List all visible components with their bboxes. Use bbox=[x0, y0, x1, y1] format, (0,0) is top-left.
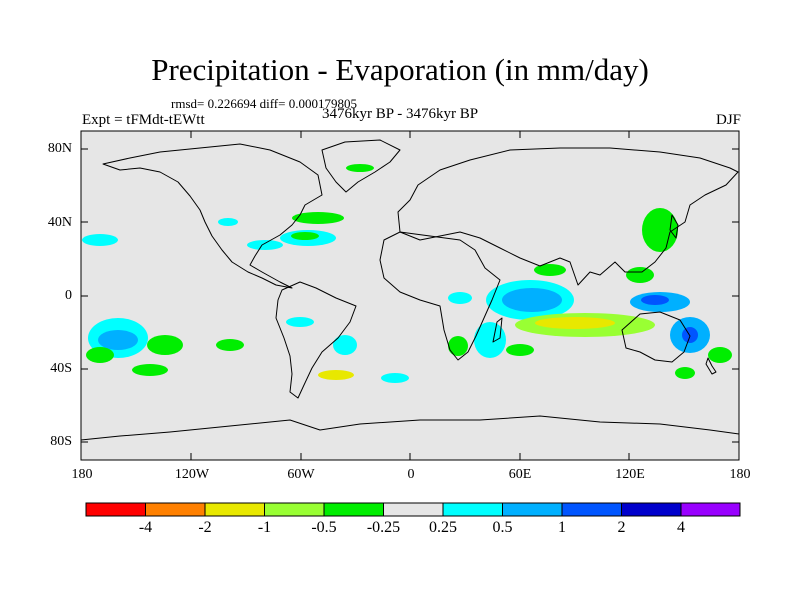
patch bbox=[448, 292, 472, 304]
patch bbox=[682, 327, 698, 343]
lon-label-60e: 60E bbox=[508, 467, 532, 482]
colorbar-box bbox=[264, 502, 325, 517]
experiment-label: Expt = tFMdt-tEWtt bbox=[82, 112, 205, 128]
lat-label-80n: 80N bbox=[47, 141, 72, 156]
patch bbox=[98, 330, 138, 350]
colorbar-box bbox=[621, 502, 682, 517]
colorbar-label: 4 bbox=[677, 519, 685, 536]
plot-title: Precipitation - Evaporation (in mm/day) bbox=[151, 52, 649, 87]
maritime-continent-patches bbox=[626, 208, 732, 379]
madagascar-coast bbox=[492, 317, 503, 343]
colorbar-box bbox=[680, 502, 741, 517]
lon-label-180e: 180 bbox=[729, 467, 751, 482]
precip-anomaly-field bbox=[82, 164, 732, 383]
patch bbox=[474, 322, 506, 358]
colorbar-box bbox=[383, 502, 444, 517]
colorbar-box bbox=[204, 502, 265, 517]
patch bbox=[626, 267, 654, 283]
lon-label-180w: 180 bbox=[71, 467, 93, 482]
colorbar-label: -4 bbox=[138, 519, 153, 536]
patch bbox=[502, 288, 562, 312]
colorbar-box bbox=[561, 502, 622, 517]
lon-label-120w: 120W bbox=[174, 467, 210, 482]
patch bbox=[333, 335, 357, 355]
lon-label-0: 0 bbox=[407, 467, 415, 482]
patch bbox=[448, 336, 468, 356]
lat-label-0: 0 bbox=[65, 288, 72, 303]
colorbar-label: -0.5 bbox=[311, 519, 337, 536]
patch bbox=[381, 373, 409, 383]
colorbar-label: 0.25 bbox=[429, 519, 457, 536]
colorbar-label: -0.25 bbox=[366, 519, 401, 536]
patch bbox=[534, 264, 566, 276]
period-label: 3476kyr BP - 3476kyr BP bbox=[322, 106, 479, 122]
colorbar-box bbox=[502, 502, 563, 517]
africa-coast bbox=[379, 231, 501, 361]
new-zealand-coast bbox=[705, 357, 717, 375]
colorbar-label: 1 bbox=[558, 519, 566, 536]
patch bbox=[286, 317, 314, 327]
south-america-coast bbox=[275, 281, 357, 399]
australia-coast bbox=[621, 311, 691, 363]
axis-ticks bbox=[81, 131, 739, 460]
patch bbox=[318, 370, 354, 380]
antarctica-coast bbox=[80, 415, 740, 441]
patch bbox=[247, 240, 283, 250]
lat-label-80s: 80S bbox=[50, 434, 72, 449]
season-label: DJF bbox=[715, 112, 741, 128]
patch bbox=[216, 339, 244, 351]
patch bbox=[147, 335, 183, 355]
north-atlantic-patches bbox=[82, 164, 374, 250]
patch bbox=[82, 234, 118, 246]
patch bbox=[346, 164, 374, 172]
lon-label-60w: 60W bbox=[287, 467, 315, 482]
rmsd-diff-stats: rmsd= 0.226694 diff= 0.000179805 bbox=[171, 96, 357, 111]
colorbar-box bbox=[85, 502, 146, 517]
greenland-coast bbox=[321, 139, 401, 193]
patch bbox=[506, 344, 534, 356]
coastlines bbox=[80, 139, 740, 441]
patch bbox=[132, 364, 168, 376]
colorbar-label: -1 bbox=[257, 519, 272, 536]
patch bbox=[675, 367, 695, 379]
patch bbox=[292, 212, 344, 224]
patch bbox=[642, 208, 678, 252]
eurasia-coast bbox=[397, 147, 739, 286]
patch bbox=[641, 295, 669, 305]
lon-label-120e: 120E bbox=[615, 467, 645, 482]
patch bbox=[535, 317, 615, 329]
colorbar-box bbox=[442, 502, 503, 517]
north-america-coast bbox=[102, 143, 323, 289]
japan-coast bbox=[669, 214, 679, 239]
colorbar-label: -2 bbox=[198, 519, 212, 536]
patch bbox=[291, 232, 319, 240]
colorbar-label: 0.5 bbox=[492, 519, 513, 536]
colorbar-box bbox=[145, 502, 206, 517]
south-pacific-patches bbox=[86, 292, 472, 383]
colorbar-label: 2 bbox=[617, 519, 626, 536]
colorbar bbox=[85, 502, 741, 517]
colorbar-box bbox=[323, 502, 384, 517]
lat-label-40s: 40S bbox=[50, 361, 72, 376]
indian-ocean-patches bbox=[448, 264, 655, 358]
lat-label-40n: 40N bbox=[47, 215, 72, 230]
patch bbox=[86, 347, 114, 363]
patch bbox=[708, 347, 732, 363]
patch bbox=[218, 218, 238, 226]
